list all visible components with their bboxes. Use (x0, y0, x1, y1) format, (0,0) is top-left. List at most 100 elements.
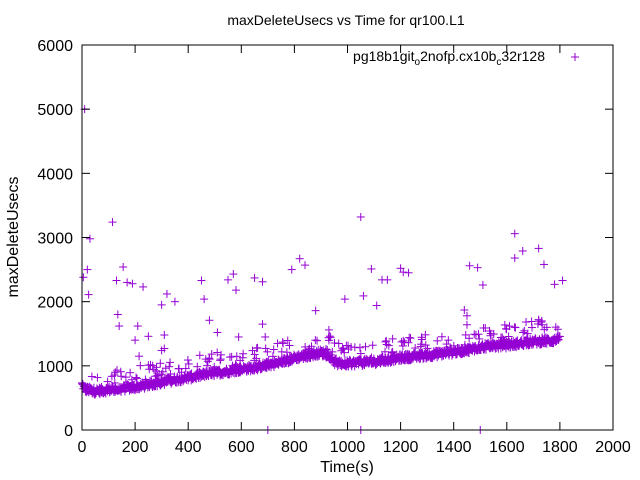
data-point (505, 322, 514, 331)
data-point (518, 246, 527, 255)
data-point (119, 263, 128, 272)
data-point (157, 300, 166, 309)
data-point (311, 336, 320, 345)
data-point (481, 324, 490, 333)
data-point (460, 306, 469, 315)
data-point (465, 334, 474, 343)
data-point (340, 295, 349, 304)
data-point (166, 358, 175, 367)
data-point (128, 279, 137, 288)
data-point (84, 290, 93, 299)
data-point (558, 276, 567, 285)
x-tick-label: 0 (78, 439, 87, 456)
data-point (213, 328, 222, 337)
data-point (200, 295, 209, 304)
data-point (382, 340, 391, 349)
data-point (462, 311, 471, 320)
data-point (307, 342, 316, 351)
data-point (170, 297, 179, 306)
data-point (126, 368, 135, 377)
data-point (313, 336, 322, 345)
legend-label: pg18b1gito2nofp.cx10bc32r128 (353, 48, 545, 68)
data-point (231, 286, 240, 295)
x-axis-title: Time(s) (320, 459, 374, 476)
data-point (421, 330, 430, 339)
data-point (433, 336, 442, 345)
data-point (534, 315, 543, 324)
x-tick-label: 1200 (383, 439, 419, 456)
data-point (411, 344, 420, 353)
data-point (538, 320, 547, 329)
data-point (444, 336, 453, 345)
data-point (135, 352, 144, 361)
data-point (132, 373, 141, 382)
data-point (340, 348, 349, 357)
x-tick-label: 1400 (436, 439, 472, 456)
data-point (250, 273, 259, 282)
data-point (160, 344, 169, 353)
data-point (534, 244, 543, 253)
data-point (330, 339, 339, 348)
data-point (123, 278, 132, 287)
data-point (133, 322, 142, 331)
data-point (279, 339, 288, 348)
data-point (295, 254, 304, 263)
data-point (383, 275, 392, 284)
x-tick-label: 200 (122, 439, 149, 456)
data-point (462, 320, 471, 329)
data-point (500, 320, 509, 329)
data-point (148, 361, 157, 370)
legend-label-part-1: pg18b1git (353, 48, 415, 64)
data-point (183, 356, 192, 365)
data-point (234, 332, 243, 341)
data-point (253, 343, 262, 352)
data-point (311, 306, 320, 315)
data-point (417, 340, 426, 349)
y-axis-title: maxDeleteUsecs (5, 177, 22, 298)
data-point (103, 377, 112, 386)
legend-label-sub-1: o (415, 57, 421, 68)
data-point (359, 291, 368, 300)
x-tick-label: 1000 (330, 439, 366, 456)
data-point (165, 362, 174, 371)
data-point (203, 361, 212, 370)
data-point (539, 260, 548, 269)
data-point (263, 347, 272, 356)
data-point (461, 330, 470, 339)
data-point (136, 361, 145, 370)
data-point (131, 336, 140, 345)
data-point (110, 378, 119, 387)
data-point (93, 373, 102, 382)
data-point (112, 276, 121, 285)
y-tick-label: 3000 (37, 231, 73, 248)
y-tick-label: 1000 (37, 359, 73, 376)
data-point (519, 328, 528, 337)
chart-title: maxDeleteUsecs vs Time for qr100.L1 (227, 12, 465, 28)
data-point (248, 346, 257, 355)
data-point (250, 350, 259, 359)
data-point (285, 341, 294, 350)
data-point (111, 368, 120, 377)
data-point (368, 341, 377, 350)
data-point (328, 347, 337, 356)
x-tick-label: 400 (175, 439, 202, 456)
data-point (510, 254, 519, 263)
data-point (139, 282, 148, 291)
data-point (184, 359, 193, 368)
data-point (478, 280, 487, 289)
data-point (161, 364, 170, 373)
data-point (334, 339, 343, 348)
data-point (113, 310, 122, 319)
y-tick-label: 6000 (37, 38, 73, 55)
data-point (361, 342, 370, 351)
data-point (108, 218, 117, 227)
data-point (144, 361, 153, 370)
data-point (121, 373, 130, 382)
data-point (117, 372, 126, 381)
data-point (162, 289, 171, 298)
data-point (367, 264, 376, 273)
data-point (217, 350, 226, 359)
axis-ticks: 0 200 400 600 800 1000 1200 1400 1600 1800 2000 0 10… (37, 38, 630, 456)
data-point (355, 343, 364, 352)
